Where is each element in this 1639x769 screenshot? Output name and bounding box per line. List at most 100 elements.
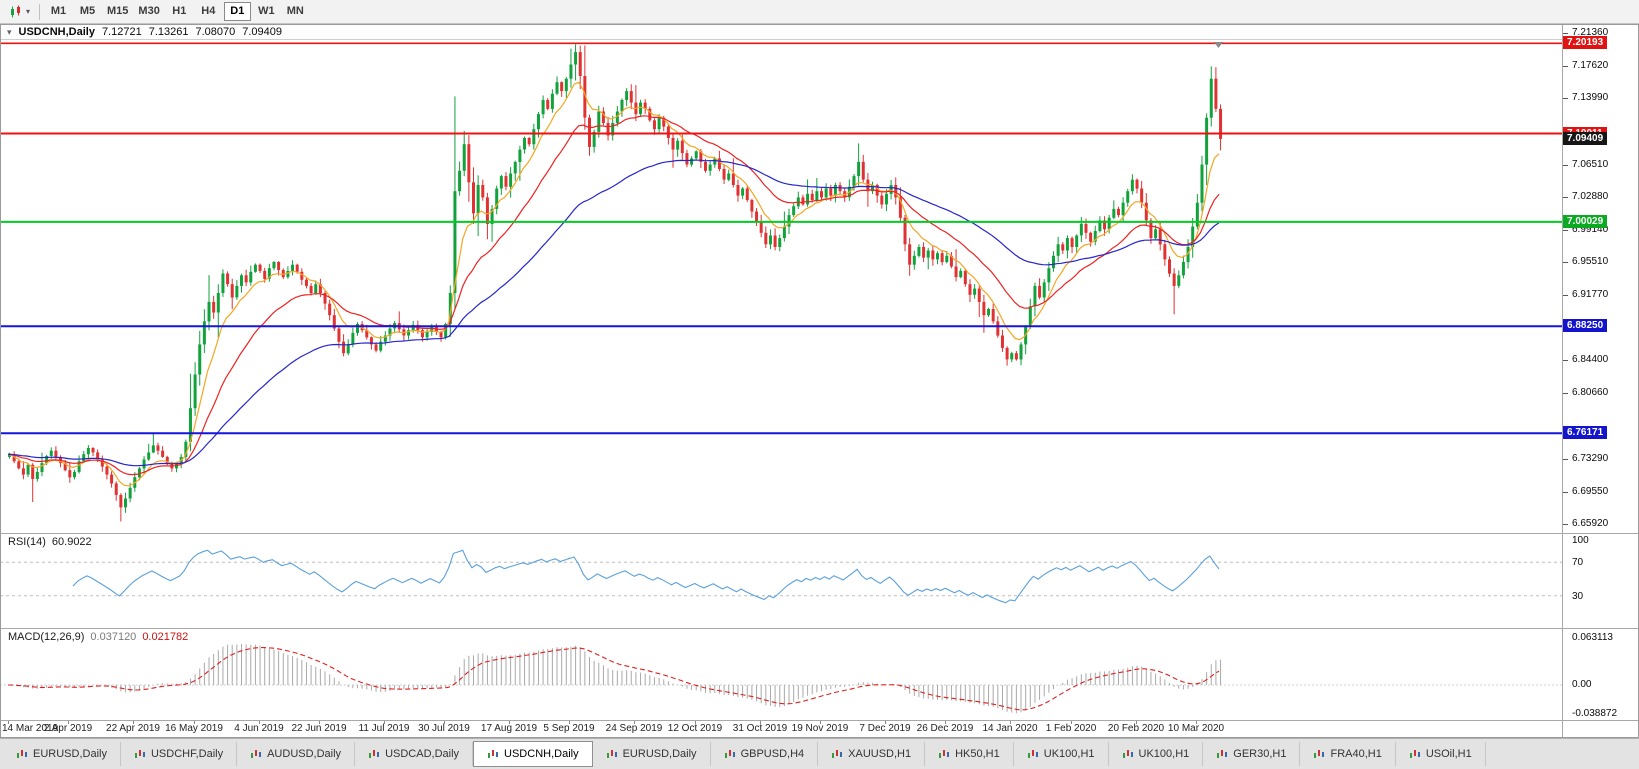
chart-type-button[interactable]: ▾ <box>5 4 34 20</box>
time-axis-tick <box>820 720 821 724</box>
tab-label: EURUSD,Daily <box>622 748 697 760</box>
macd-signal-value: 0.021782 <box>142 631 189 643</box>
date-label: 22 Jun 2019 <box>291 723 347 734</box>
rsi-level-label: 70 <box>1572 557 1584 568</box>
candles-up-group <box>8 52 1213 508</box>
timeframe-button-m1[interactable]: M1 <box>50 5 67 17</box>
timeframe-button-m15[interactable]: M15 <box>107 5 129 17</box>
chart-tab-uk100-h1[interactable]: UK100,H1 <box>1108 742 1204 766</box>
date-label: 24 Sep 2019 <box>605 723 663 734</box>
macd-pane-splitter[interactable] <box>0 628 1639 629</box>
chart-tab-ger30-h1[interactable]: GER30,H1 <box>1203 742 1301 766</box>
chart-tab-bar: EURUSD,Daily USDCHF,Daily AUDUSD,Daily USDC… <box>0 738 1639 769</box>
timeframe-button-h1[interactable]: H1 <box>172 5 187 17</box>
chart-title-bar: ▾ USDCNH,Daily 7.12721 7.13261 7.08070 7… <box>1 25 1562 40</box>
price-tick-label: 6.99140 <box>1572 224 1609 235</box>
tab-label: GER30,H1 <box>1233 748 1287 760</box>
price-tick-label: 7.02880 <box>1572 191 1609 202</box>
time-axis-tick <box>319 720 320 724</box>
chart-tab-audusd-daily[interactable]: AUDUSD,Daily <box>237 742 356 766</box>
tab-label: AUDUSD,Daily <box>267 748 342 760</box>
price-axis-tick <box>1563 295 1568 296</box>
candlestick-chart-icon <box>11 5 20 17</box>
date-label: 17 Aug 2019 <box>480 723 538 734</box>
tab-chart-icon <box>1409 749 1420 758</box>
time-axis-tick <box>68 720 69 724</box>
chart-tab-usdchf-daily[interactable]: USDCHF,Daily <box>120 742 238 766</box>
time-axis-tick <box>8 720 9 724</box>
macd-indicator-label: MACD(12,26,9) 0.037120 0.021782 <box>8 631 188 643</box>
price-marker-label: 7.00029 <box>1563 215 1608 228</box>
date-label: 31 Oct 2019 <box>732 723 788 734</box>
macd-scale-label: 0.00 <box>1572 679 1592 690</box>
tab-chart-icon <box>1122 749 1133 758</box>
price-tick-label: 7.17620 <box>1572 60 1609 71</box>
time-axis-tick <box>760 720 761 724</box>
time-axis-tick <box>259 720 260 724</box>
chart-tab-eurusd-daily[interactable]: EURUSD,Daily <box>592 742 711 766</box>
chart-symbol-title: USDCNH,Daily <box>18 26 95 38</box>
price-axis-tick <box>1563 459 1568 460</box>
price-axis-tick <box>1563 197 1568 198</box>
date-label: 10 Mar 2020 <box>1167 723 1225 734</box>
top-toolbar: ▾ M1 M5 M15 M30 H1 H4 D1 W1 MN <box>0 0 1639 24</box>
tab-chart-icon <box>606 749 617 758</box>
tab-label: USOil,H1 <box>1425 748 1472 760</box>
rsi-pane-splitter[interactable] <box>0 533 1639 534</box>
timeframe-button-m30[interactable]: M30 <box>138 5 160 17</box>
date-label: 1 Feb 2020 <box>1045 723 1097 734</box>
moving-average-21-line <box>7 115 1220 476</box>
tab-label: UK100,H1 <box>1043 748 1095 760</box>
chart-shift-marker[interactable] <box>1214 42 1223 48</box>
date-label: 12 Oct 2019 <box>667 723 723 734</box>
time-axis-tick <box>133 720 134 724</box>
date-label: 11 Jul 2019 <box>358 723 410 734</box>
price-axis-tick <box>1563 262 1568 263</box>
price-axis-border <box>1562 25 1563 738</box>
timeframe-button-mn[interactable]: MN <box>286 5 304 17</box>
tab-label: FRA40,H1 <box>1330 748 1382 760</box>
one-click-trading-caret-icon[interactable]: ▾ <box>7 26 12 37</box>
timeframe-button-m5[interactable]: M5 <box>79 5 96 17</box>
chart-tab-usdcnh-daily[interactable]: USDCNH,Daily <box>473 741 593 767</box>
chart-canvas <box>0 42 1562 714</box>
toolbar-separator <box>39 3 41 20</box>
price-axis-tick <box>1563 524 1568 525</box>
chart-tab-eurusd-daily[interactable]: EURUSD,Daily <box>3 742 121 766</box>
date-label: 26 Dec 2019 <box>916 723 974 734</box>
rsi-name: RSI(14) <box>8 536 46 548</box>
timeframe-button-d1[interactable]: D1 <box>223 2 251 21</box>
tab-chart-icon <box>1314 749 1325 758</box>
tab-chart-icon <box>251 749 262 758</box>
date-label: 20 Feb 2020 <box>1107 723 1165 734</box>
chart-tab-usdcad-daily[interactable]: USDCAD,Daily <box>355 742 474 766</box>
chart-tab-xauusd-h1[interactable]: XAUUSD,H1 <box>818 742 926 766</box>
ohlc-high: 7.13261 <box>148 26 189 38</box>
date-label: 2 Apr 2019 <box>43 723 93 734</box>
chart-tab-gbpusd-h4[interactable]: GBPUSD,H4 <box>710 742 819 766</box>
price-tick-label: 6.73290 <box>1572 453 1609 464</box>
chart-tab-uk100-h1[interactable]: UK100,H1 <box>1013 742 1109 766</box>
price-tick-label: 6.69550 <box>1572 486 1609 497</box>
macd-main-value: 0.037120 <box>90 631 137 643</box>
timeframe-button-h4[interactable]: H4 <box>201 5 216 17</box>
price-axis-tick <box>1563 98 1568 99</box>
date-label: 19 Nov 2019 <box>791 723 849 734</box>
time-axis-tick <box>569 720 570 724</box>
timeframe-button-w1[interactable]: W1 <box>258 5 275 17</box>
time-axis-tick <box>509 720 510 724</box>
chart-tab-fra40-h1[interactable]: FRA40,H1 <box>1300 742 1396 766</box>
time-axis-tick <box>634 720 635 724</box>
time-axis-tick <box>945 720 946 724</box>
price-tick-label: 6.84400 <box>1572 354 1609 365</box>
tab-label: EURUSD,Daily <box>33 748 107 760</box>
chart-tab-usoil-h1[interactable]: USOil,H1 <box>1395 742 1486 766</box>
time-axis-separator <box>0 720 1639 721</box>
timeframe-button-group: M1 M5 M15 M30 H1 H4 D1 W1 MN <box>45 2 309 21</box>
chart-tab-hk50-h1[interactable]: HK50,H1 <box>925 742 1014 766</box>
price-tick-label: 7.06510 <box>1572 159 1609 170</box>
tab-label: USDCAD,Daily <box>385 748 460 760</box>
time-axis-tick <box>194 720 195 724</box>
tab-chart-icon <box>369 749 380 758</box>
